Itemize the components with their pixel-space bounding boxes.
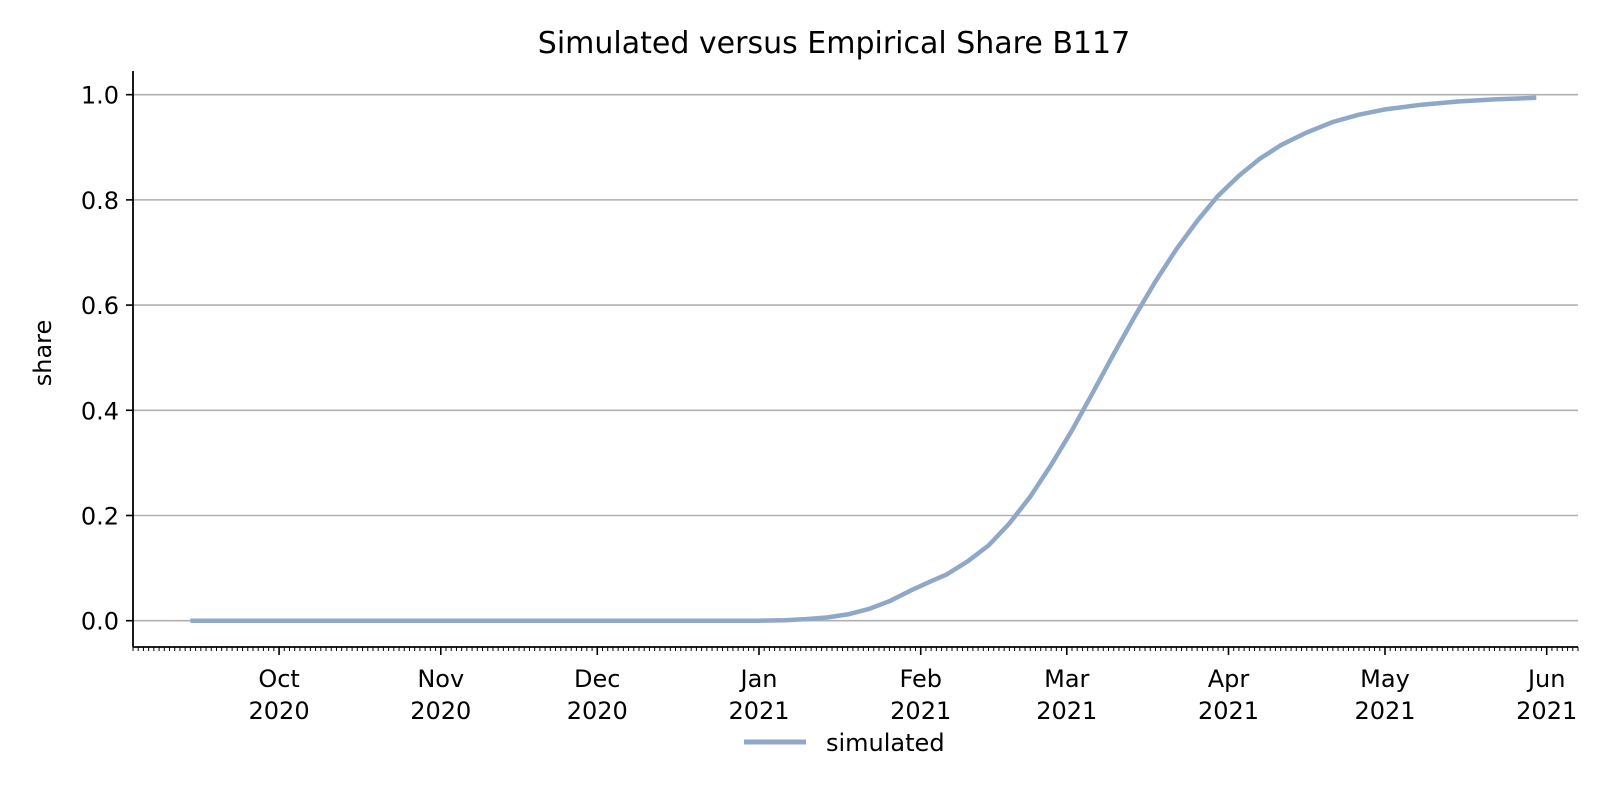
y-tick-label: 0.4 (81, 397, 119, 425)
x-tick-label-month: Jun (1526, 665, 1566, 693)
legend-label-simulated: simulated (826, 729, 945, 757)
x-tick-label-year: 2021 (890, 697, 951, 725)
x-tick-label-year: 2021 (1198, 697, 1259, 725)
y-axis-label: share (29, 320, 57, 387)
grid-lines (133, 93, 1578, 622)
y-tick-label: 0.8 (81, 187, 119, 215)
legend: simulated (744, 729, 945, 757)
x-tick-label-month: Feb (899, 665, 942, 693)
x-tick-label-month: Mar (1044, 665, 1089, 693)
x-tick-label-year: 2020 (249, 697, 310, 725)
ticks: 0.0 0.2 0.4 0.6 0.8 1.0 Oct 2020 Nov 2020 Dec 2020 J… (81, 82, 1579, 725)
y-tick-label: 0.2 (81, 502, 119, 530)
x-tick-label-year: 2021 (1036, 697, 1097, 725)
axes (132, 71, 1578, 648)
series-layer (190, 95, 1537, 623)
x-tick-label-year: 2020 (410, 697, 471, 725)
series-line-simulated (190, 95, 1537, 623)
x-tick-label-year: 2021 (728, 697, 789, 725)
x-tick-label-month: Nov (417, 665, 464, 693)
y-tick-label: 0.0 (81, 608, 119, 636)
y-tick-label: 1.0 (81, 82, 119, 110)
x-tick-label-month: May (1360, 665, 1410, 693)
x-tick-label-year: 2021 (1516, 697, 1577, 725)
x-tick-label-month: Apr (1208, 665, 1250, 693)
x-tick-label-month: Oct (258, 665, 300, 693)
chart-title: Simulated versus Empirical Share B117 (538, 26, 1130, 61)
y-tick-label: 0.6 (81, 292, 119, 320)
x-tick-label-year: 2020 (567, 697, 628, 725)
x-tick-label-month: Dec (574, 665, 620, 693)
x-tick-label-year: 2021 (1354, 697, 1415, 725)
x-tick-label-month: Jan (738, 665, 777, 693)
